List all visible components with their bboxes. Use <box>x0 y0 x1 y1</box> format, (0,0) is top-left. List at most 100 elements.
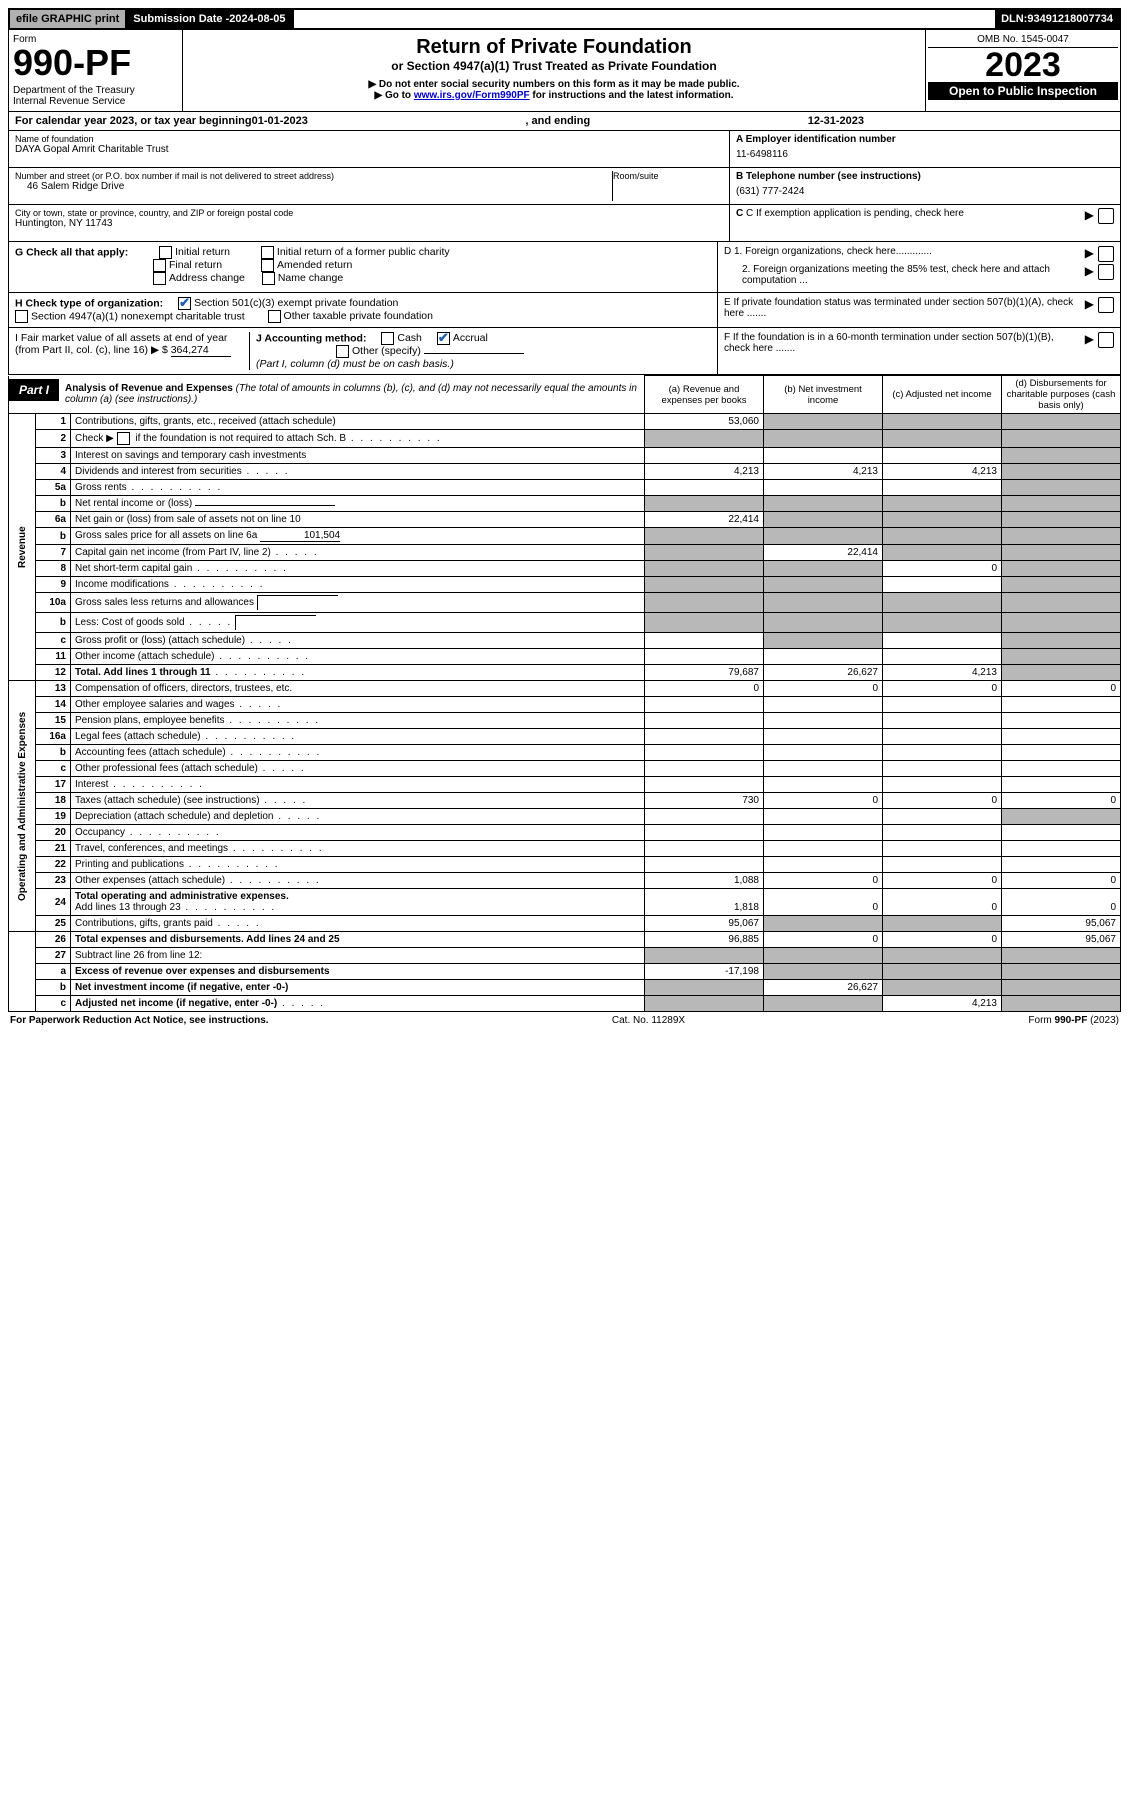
row-6a: 6a Net gain or (loss) from sale of asset… <box>9 512 1121 528</box>
r5a-d <box>1002 480 1121 496</box>
r10b-b <box>764 613 883 633</box>
g-final-checkbox[interactable] <box>153 259 166 272</box>
r27b-c <box>883 980 1002 996</box>
form-title: Return of Private Foundation <box>189 36 919 59</box>
ij-cell: I Fair market value of all assets at end… <box>9 328 718 374</box>
h-other-checkbox[interactable] <box>268 310 281 323</box>
r7-d <box>1002 545 1121 561</box>
f-checkbox[interactable] <box>1098 332 1114 348</box>
r1-d <box>1002 414 1121 430</box>
r13-d: 0 <box>1002 681 1121 697</box>
g-address-checkbox[interactable] <box>153 272 166 285</box>
r27c-c: 4,213 <box>883 996 1002 1012</box>
r24-c: 0 <box>883 889 1002 916</box>
r14-d <box>1002 697 1121 713</box>
r16c-desc: Other professional fees (attach schedule… <box>71 761 645 777</box>
g-initial-former-checkbox[interactable] <box>261 246 274 259</box>
r5b-desc-t: Net rental income or (loss) <box>75 498 192 509</box>
r8-d <box>1002 561 1121 577</box>
row-13: Operating and Administrative Expenses 13… <box>9 681 1121 697</box>
subm-label: Submission Date - <box>133 13 229 25</box>
d2-label: 2. Foreign organizations meeting the 85%… <box>724 264 1081 286</box>
ein: 11-6498116 <box>736 149 1114 160</box>
r26-b: 0 <box>764 932 883 948</box>
j-other-checkbox[interactable] <box>336 345 349 358</box>
footer-right: Form 990-PF (2023) <box>1028 1015 1119 1026</box>
g-amended-checkbox[interactable] <box>261 259 274 272</box>
r13-b: 0 <box>764 681 883 697</box>
r27c-desc: Adjusted net income (if negative, enter … <box>71 996 645 1012</box>
r5a-c <box>883 480 1002 496</box>
d2-checkbox[interactable] <box>1098 264 1114 280</box>
r22-desc-t: Printing and publications <box>75 859 184 870</box>
r2-desc-pre: Check ▶ <box>75 433 114 444</box>
calyear-end: 12-31-2023 <box>808 115 864 127</box>
r1-desc: Contributions, gifts, grants, etc., rece… <box>71 414 645 430</box>
g-initial-checkbox[interactable] <box>159 246 172 259</box>
r3-d <box>1002 448 1121 464</box>
revenue-sidebar: Revenue <box>9 414 36 681</box>
header-center: Return of Private Foundation or Section … <box>183 30 926 111</box>
r9-b <box>764 577 883 593</box>
r18-c: 0 <box>883 793 1002 809</box>
r12-a: 79,687 <box>645 665 764 681</box>
r1-num: 1 <box>36 414 71 430</box>
c-checkbox[interactable] <box>1098 208 1114 224</box>
address-row: Number and street (or P.O. box number if… <box>9 168 729 205</box>
part1-table: Part I Analysis of Revenue and Expenses … <box>8 375 1121 1012</box>
row-10c: c Gross profit or (loss) (attach schedul… <box>9 633 1121 649</box>
r16a-c <box>883 729 1002 745</box>
r10c-a <box>645 633 764 649</box>
r6a-c <box>883 512 1002 528</box>
r13-a: 0 <box>645 681 764 697</box>
row-14: 14 Other employee salaries and wages <box>9 697 1121 713</box>
form990pf-link[interactable]: www.irs.gov/Form990PF <box>414 90 530 101</box>
r20-desc: Occupancy <box>71 825 645 841</box>
r22-d <box>1002 857 1121 873</box>
row-11: 11 Other income (attach schedule) <box>9 649 1121 665</box>
subm-date: 2024-08-05 <box>229 13 285 25</box>
d1-checkbox[interactable] <box>1098 246 1114 262</box>
g-cell: G Check all that apply: Initial return I… <box>9 242 718 292</box>
j-cash: Cash <box>397 332 422 344</box>
j-cash-checkbox[interactable] <box>381 332 394 345</box>
j-accrual: Accrual <box>453 332 488 344</box>
r25-desc: Contributions, gifts, grants paid <box>71 916 645 932</box>
note2-post: for instructions and the latest informat… <box>530 90 734 101</box>
j-accrual-checkbox[interactable] <box>437 332 450 345</box>
g-name-checkbox[interactable] <box>262 272 275 285</box>
r18-desc: Taxes (attach schedule) (see instruction… <box>71 793 645 809</box>
r12-num: 12 <box>36 665 71 681</box>
r26-desc-t: Total expenses and disbursements. Add li… <box>75 934 340 945</box>
row-5b: b Net rental income or (loss) <box>9 496 1121 512</box>
r5b-c <box>883 496 1002 512</box>
r13-desc: Compensation of officers, directors, tru… <box>71 681 645 697</box>
r19-d <box>1002 809 1121 825</box>
city-cell: City or town, state or province, country… <box>9 205 729 241</box>
row-6b: b Gross sales price for all assets on li… <box>9 528 1121 545</box>
row-12: 12 Total. Add lines 1 through 11 79,6872… <box>9 665 1121 681</box>
header-left: Form 990-PF Department of the Treasury I… <box>9 30 183 111</box>
city: Huntington, NY 11743 <box>15 218 723 229</box>
addr-label: Number and street (or P.O. box number if… <box>15 171 612 181</box>
r16b-b <box>764 745 883 761</box>
e-checkbox[interactable] <box>1098 297 1114 313</box>
h-501c3-checkbox[interactable] <box>178 297 191 310</box>
r14-c <box>883 697 1002 713</box>
page-footer: For Paperwork Reduction Act Notice, see … <box>8 1012 1121 1029</box>
h-4947-checkbox[interactable] <box>15 310 28 323</box>
r27b-num: b <box>36 980 71 996</box>
r16c-c <box>883 761 1002 777</box>
r10c-desc: Gross profit or (loss) (attach schedule) <box>71 633 645 649</box>
r2-checkbox[interactable] <box>117 432 130 445</box>
r22-desc: Printing and publications <box>71 857 645 873</box>
r27a-desc-t: Excess of revenue over expenses and disb… <box>75 966 330 977</box>
r19-b <box>764 809 883 825</box>
efile-label[interactable]: efile GRAPHIC print <box>10 10 127 28</box>
j-label: J Accounting method: <box>256 332 366 344</box>
telephone: (631) 777-2424 <box>736 186 1114 197</box>
r14-desc-t: Other employee salaries and wages <box>75 699 235 710</box>
r5b-d <box>1002 496 1121 512</box>
r21-d <box>1002 841 1121 857</box>
row-24: 24 Total operating and administrative ex… <box>9 889 1121 916</box>
